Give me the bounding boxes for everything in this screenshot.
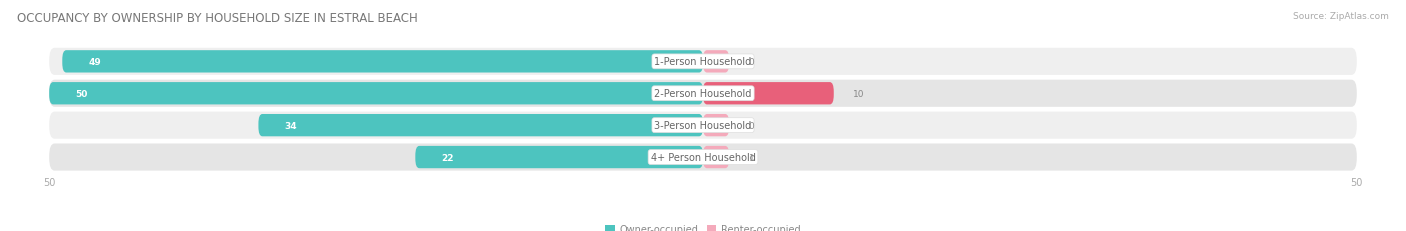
Text: 22: 22	[441, 153, 454, 162]
Text: 1-Person Household: 1-Person Household	[654, 57, 752, 67]
Text: 2-Person Household: 2-Person Household	[654, 89, 752, 99]
Text: OCCUPANCY BY OWNERSHIP BY HOUSEHOLD SIZE IN ESTRAL BEACH: OCCUPANCY BY OWNERSHIP BY HOUSEHOLD SIZE…	[17, 12, 418, 24]
Text: 3-Person Household: 3-Person Household	[654, 121, 752, 131]
Legend: Owner-occupied, Renter-occupied: Owner-occupied, Renter-occupied	[602, 221, 804, 231]
FancyBboxPatch shape	[49, 112, 1357, 139]
FancyBboxPatch shape	[703, 115, 730, 137]
Text: 4+ Person Household: 4+ Person Household	[651, 152, 755, 162]
Text: 0: 0	[749, 58, 755, 67]
FancyBboxPatch shape	[259, 115, 703, 137]
Text: 50: 50	[76, 89, 87, 98]
FancyBboxPatch shape	[703, 51, 730, 73]
Text: 49: 49	[89, 58, 101, 67]
Text: 10: 10	[853, 89, 865, 98]
FancyBboxPatch shape	[49, 49, 1357, 76]
Text: Source: ZipAtlas.com: Source: ZipAtlas.com	[1294, 12, 1389, 21]
FancyBboxPatch shape	[703, 83, 834, 105]
FancyBboxPatch shape	[62, 51, 703, 73]
Text: 34: 34	[284, 121, 297, 130]
FancyBboxPatch shape	[49, 144, 1357, 171]
FancyBboxPatch shape	[703, 146, 730, 168]
Text: 0: 0	[749, 121, 755, 130]
Text: 1: 1	[749, 153, 755, 162]
FancyBboxPatch shape	[49, 80, 1357, 107]
FancyBboxPatch shape	[49, 83, 703, 105]
FancyBboxPatch shape	[415, 146, 703, 168]
